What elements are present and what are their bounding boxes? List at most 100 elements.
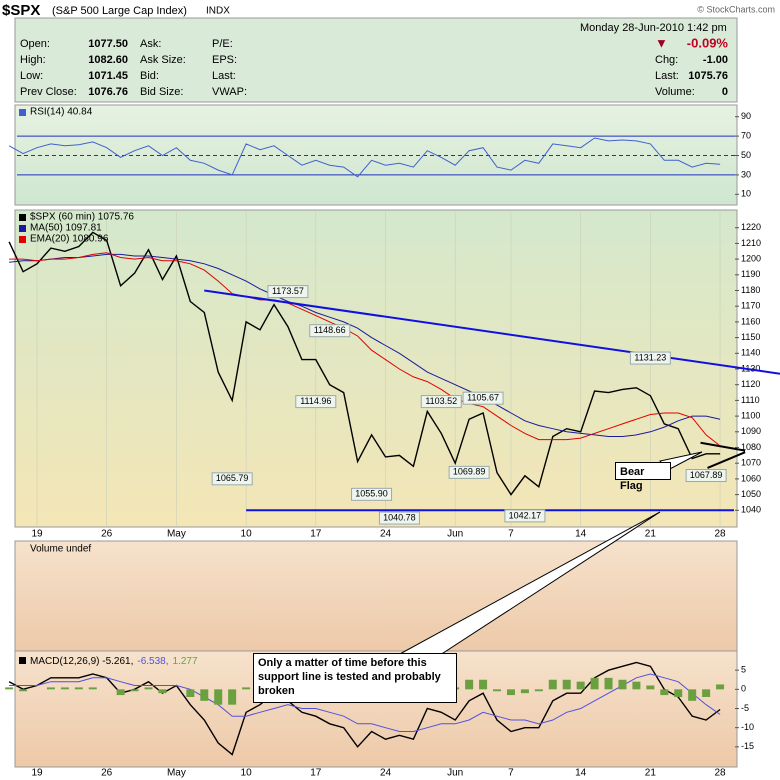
x-tick-label: 10 — [241, 768, 253, 779]
legend-entry: -6.538, — [137, 656, 168, 667]
down-arrow: ▼ — [655, 35, 668, 50]
histogram-bar — [493, 689, 502, 692]
quote-label: Volume: — [655, 86, 695, 98]
histogram-bar — [534, 689, 543, 692]
series-line — [9, 673, 721, 732]
histogram-bar — [74, 687, 83, 690]
histogram-bar — [200, 689, 209, 701]
legend-swatch — [19, 214, 26, 221]
histogram-bar — [88, 687, 97, 690]
quote-value: 1082.60 — [88, 54, 128, 66]
y-tick-label: 1040 — [741, 505, 761, 515]
y-tick-label: 1080 — [741, 442, 761, 452]
x-tick-label: 21 — [645, 768, 657, 779]
legend-swatch — [19, 225, 26, 232]
legend-entry: $SPX (60 min) 1075.76 — [30, 212, 134, 223]
volume-panel — [14, 540, 738, 652]
y-tick-label: 1140 — [741, 348, 760, 358]
histogram-bar — [186, 689, 195, 697]
legend-entry: 1.277 — [173, 656, 198, 667]
x-tick-label: 28 — [714, 768, 726, 779]
x-tick-label: 21 — [645, 529, 657, 540]
price-label-box — [295, 395, 337, 409]
histogram-bar — [688, 689, 697, 701]
histogram-bar — [646, 685, 655, 690]
histogram-bar — [19, 689, 28, 692]
exchange: INDX — [206, 6, 230, 17]
histogram-bar — [465, 679, 474, 690]
price-label: 1148.66 — [314, 325, 346, 335]
y-tick-label: 10 — [741, 189, 751, 199]
histogram-bar — [576, 681, 585, 690]
legend-swatch — [19, 109, 26, 116]
y-tick-label: 1150 — [741, 332, 760, 342]
copyright: © StockCharts.com — [697, 4, 775, 14]
y-tick-label: 1100 — [741, 410, 760, 420]
series-line — [8, 661, 721, 756]
x-tick-label: 26 — [101, 529, 113, 540]
trend-line — [707, 451, 746, 469]
change-pct: -0.09% — [687, 35, 729, 50]
y-tick-label: 90 — [741, 111, 751, 121]
x-tick-label: 7 — [508, 529, 514, 540]
price-label-box — [504, 509, 546, 523]
x-tick-label: 19 — [31, 529, 43, 540]
price-label-box — [629, 351, 671, 365]
legend-entry: EMA(20) 1080.96 — [30, 234, 109, 245]
x-tick-label: 17 — [310, 768, 322, 779]
histogram-bar — [674, 689, 683, 697]
quote-value: 1077.50 — [88, 38, 128, 50]
quote-value: 1071.45 — [88, 70, 128, 82]
histogram-bar — [548, 679, 557, 690]
x-tick-label: 26 — [101, 768, 113, 779]
y-tick-label: 1070 — [741, 458, 761, 468]
histogram-bar — [130, 689, 139, 692]
support-callout: Only a matter of time before this suppor… — [253, 653, 457, 703]
price-label-box — [420, 395, 462, 409]
series-line — [9, 253, 721, 437]
price-label: 1067.89 — [690, 470, 723, 480]
histogram-bar — [590, 677, 599, 690]
price-label: 1131.23 — [634, 352, 666, 362]
y-tick-label: 30 — [741, 169, 751, 179]
quote-value: 1076.76 — [88, 86, 128, 98]
trend-line — [204, 289, 780, 375]
histogram-bar — [506, 689, 515, 696]
histogram-bar — [702, 689, 711, 697]
legend-swatch — [19, 657, 26, 664]
price-label-box — [448, 465, 490, 479]
y-tick-label: -15 — [741, 741, 754, 751]
trend-line — [700, 441, 746, 452]
date: Monday 28-Jun-2010 1:42 pm — [580, 22, 727, 34]
y-tick-label: 1170 — [741, 301, 760, 311]
quote-value: -1.00 — [703, 54, 728, 66]
y-tick-label: -5 — [741, 703, 749, 713]
x-tick-label: Jun — [447, 529, 463, 540]
histogram-bar — [562, 679, 571, 690]
y-tick-label: 1110 — [741, 395, 760, 405]
price-label: 1040.78 — [383, 512, 416, 522]
price-label-box — [267, 285, 309, 299]
x-tick-label: 17 — [310, 529, 322, 540]
histogram-bar — [618, 679, 627, 690]
histogram-bar — [60, 687, 69, 690]
legend: MACD(12,26,9) -5.261, -6.538, 1.277 — [30, 656, 198, 667]
histogram-bar — [5, 687, 14, 690]
histogram-bar — [479, 679, 488, 690]
y-tick-label: 1210 — [741, 238, 761, 248]
histogram-bar — [158, 689, 167, 694]
x-tick-label: 24 — [380, 768, 392, 779]
bear-flag-label: Bear Flag — [615, 462, 671, 492]
price-label-box — [685, 469, 727, 483]
x-tick-label: 24 — [380, 529, 392, 540]
quote-field: Ask: — [140, 38, 161, 50]
histogram-bar — [604, 677, 613, 690]
y-tick-label: 1190 — [741, 269, 760, 279]
x-tick-label: 28 — [714, 529, 726, 540]
price-label-box — [309, 324, 351, 338]
y-tick-label: 1120 — [741, 379, 760, 389]
y-tick-label: -10 — [741, 722, 754, 732]
y-tick-label: 1220 — [741, 222, 761, 232]
series-line — [9, 252, 721, 447]
histogram-bar — [46, 687, 55, 690]
